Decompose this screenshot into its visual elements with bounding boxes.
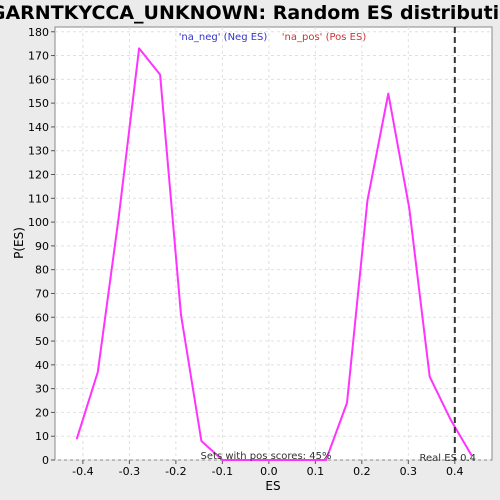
chart-title: GGARNTKYCCA_UNKNOWN: Random ES distribut… xyxy=(0,2,500,24)
y-tick-label: 160 xyxy=(28,73,49,86)
data-point xyxy=(470,454,473,457)
y-tick-label: 20 xyxy=(35,406,49,419)
y-tick-label: 180 xyxy=(28,26,49,39)
x-tick-label: -0.3 xyxy=(119,465,140,478)
data-point xyxy=(138,47,140,50)
y-tick-label: 100 xyxy=(28,216,49,229)
x-tick-label: -0.4 xyxy=(72,465,93,478)
data-point xyxy=(180,314,182,316)
data-point xyxy=(449,418,452,421)
legend-entry-neg: 'na_neg' (Neg ES) xyxy=(179,32,268,43)
x-axis-label: ES xyxy=(265,479,280,493)
data-point xyxy=(304,459,306,461)
data-point xyxy=(262,459,265,461)
data-point xyxy=(283,459,286,461)
data-point xyxy=(200,440,203,442)
y-tick-label: 70 xyxy=(35,287,49,300)
y-axis-label: P(ES) xyxy=(12,227,26,259)
x-tick-label: 0.2 xyxy=(353,465,371,478)
series-layer xyxy=(75,47,473,461)
y-tick-label: 150 xyxy=(28,97,49,110)
data-point xyxy=(408,207,411,209)
es-density-line xyxy=(75,47,473,461)
y-tick-label: 60 xyxy=(35,311,49,324)
data-point xyxy=(428,375,431,378)
y-tick-label: 10 xyxy=(35,430,49,443)
y-tick-label: 0 xyxy=(42,454,49,467)
y-tick-label: 140 xyxy=(28,121,49,134)
data-point xyxy=(159,73,161,76)
x-tick-label: -0.1 xyxy=(212,465,233,478)
x-tick-label: 0.1 xyxy=(307,465,325,478)
y-tick-label: 110 xyxy=(28,192,49,205)
y-tick-label: 40 xyxy=(35,359,49,372)
y-tick-label: 80 xyxy=(35,264,49,277)
y-tick-label: 120 xyxy=(28,169,49,182)
x-tick-label: 0.4 xyxy=(446,465,464,478)
data-point xyxy=(221,459,224,461)
plot-area xyxy=(54,26,493,461)
x-axis-ticks: -0.4 -0.3 -0.2 -0.1 0.0 0.1 0.2 0.3 0.4 xyxy=(72,460,464,478)
x-tick-label: -0.2 xyxy=(165,465,186,478)
pos-scores-annotation: Sets with pos scores: 45% xyxy=(201,451,332,462)
data-point xyxy=(366,199,369,202)
y-tick-label: 50 xyxy=(35,335,49,348)
x-tick-label: 0.0 xyxy=(260,465,278,478)
legend-entry-pos: 'na_pos' (Pos ES) xyxy=(282,32,367,43)
y-tick-label: 90 xyxy=(35,240,49,253)
data-point xyxy=(346,402,348,404)
data-point xyxy=(242,459,244,461)
data-point xyxy=(325,459,327,461)
data-point xyxy=(96,371,99,373)
x-tick-label: 0.3 xyxy=(400,465,418,478)
data-point xyxy=(76,437,78,440)
y-tick-label: 130 xyxy=(28,145,49,158)
data-point xyxy=(387,92,390,95)
real-es-label: Real ES 0.4 xyxy=(420,453,476,464)
y-tick-label: 30 xyxy=(35,383,49,396)
data-point xyxy=(117,216,120,219)
y-axis-ticks: 0 10 20 30 40 50 60 70 80 90 100 110 120 130 140 150 160… xyxy=(28,26,55,467)
y-tick-label: 170 xyxy=(28,50,49,63)
